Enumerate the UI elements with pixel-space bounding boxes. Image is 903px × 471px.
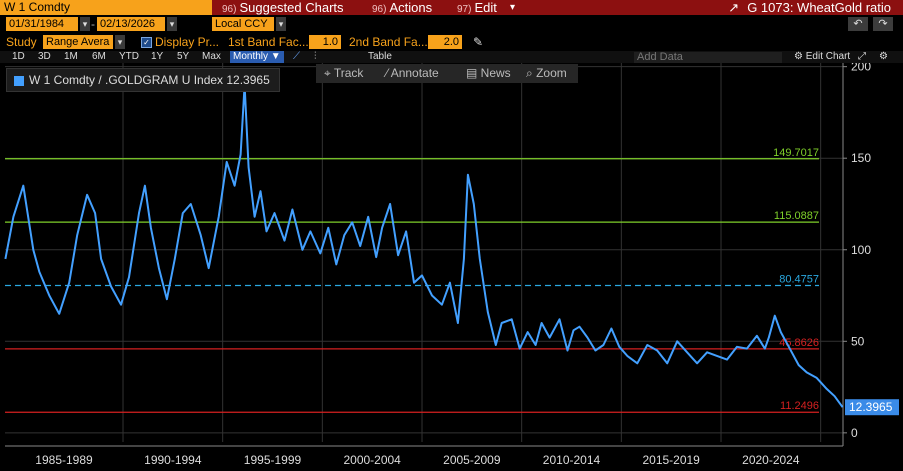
period-max[interactable]: Max: [202, 51, 221, 62]
band1-field[interactable]: 1.0: [309, 35, 341, 49]
settings-gear-icon[interactable]: ⚙: [879, 51, 888, 62]
x-tick-label: 1985-1989: [35, 453, 93, 467]
display-checkbox-icon[interactable]: ✓: [141, 37, 152, 48]
band-label: 115.0887: [774, 210, 819, 222]
end-date-dropdown-icon[interactable]: ▾: [167, 17, 177, 31]
band1-label: 1st Band Fac...: [228, 35, 309, 49]
table-button[interactable]: Table: [368, 51, 392, 62]
menu-number: 96): [372, 4, 387, 15]
export-icon[interactable]: ↗: [728, 0, 740, 15]
last-value-badge: [845, 399, 899, 416]
x-tick-label: 2020-2024: [742, 453, 800, 467]
display-label: Display Pr...: [155, 35, 220, 49]
period-1d[interactable]: 1D: [12, 51, 25, 62]
crosshair-icon: ⌖: [324, 66, 334, 80]
date-range-bar: 01/31/1984 ▾ - 02/13/2026 ▾ Local CCY ▾ …: [0, 17, 903, 32]
bar-chart-icon[interactable]: ⫶: [314, 51, 317, 62]
frequency-dropdown[interactable]: Monthly ▼: [230, 51, 284, 63]
edit-chart-label: Edit Chart: [805, 51, 851, 62]
x-tick-label: 1990-1994: [144, 453, 202, 467]
x-axis: 1985-1989 1990-1994 1995-1999 2000-2004 2005…: [35, 453, 800, 467]
currency-dropdown-icon[interactable]: ▾: [276, 17, 286, 31]
news-button[interactable]: ▤ News: [466, 66, 511, 81]
chart-tools: ⌖ Track ⁄ Annotate ▤ News ⌕ Zoom: [316, 64, 578, 83]
edit-chart-icon: ⚙: [794, 51, 806, 62]
menu-number: 96): [222, 4, 237, 15]
y-tick-label: 50: [851, 334, 865, 348]
study-field[interactable]: Range Avera: [43, 35, 113, 49]
edit-study-icon[interactable]: ✎: [473, 35, 484, 49]
x-tick-label: 2005-2009: [443, 453, 501, 467]
annotate-label: Annotate: [390, 66, 439, 80]
edit-menu[interactable]: 97) Edit: [457, 0, 497, 15]
y-tick-label: 0: [851, 426, 858, 440]
band-label: 80.4757: [779, 274, 819, 286]
period-6m[interactable]: 6M: [92, 51, 106, 62]
period-bar: 1D 3D 1M 6M YTD 1Y 5Y Max Monthly ▼ ⟋ ⫶ …: [0, 51, 903, 63]
end-date-field[interactable]: 02/13/2026: [97, 17, 165, 31]
more-menu-icon[interactable]: ▾: [510, 2, 516, 13]
y-axis: 0 50 100 150 200 12.3965: [843, 63, 899, 440]
zoom-icon: ⌕: [526, 66, 537, 80]
annotate-icon: ⁄: [386, 66, 391, 80]
currency-field[interactable]: Local CCY: [212, 17, 274, 31]
band-label: 11.2496: [780, 400, 819, 412]
band2-field[interactable]: 2.0: [428, 35, 462, 49]
start-date-field[interactable]: 01/31/1984: [6, 17, 78, 31]
menu-label: Actions: [389, 0, 433, 15]
series-group: [4, 84, 844, 408]
start-date-dropdown-icon[interactable]: ▾: [80, 17, 90, 31]
chart-grid: [5, 63, 844, 447]
add-data-input[interactable]: Add Data: [634, 52, 782, 63]
y-tick-label: 100: [851, 243, 871, 257]
period-5y[interactable]: 5Y: [177, 51, 190, 62]
news-label: News: [480, 66, 511, 80]
band2-label: 2nd Band Fa...: [349, 35, 428, 49]
period-ytd[interactable]: YTD: [119, 51, 139, 62]
x-tick-label: 2015-2019: [642, 453, 700, 467]
legend-text: W 1 Comdty / .GOLDGRAM U Index 12.3965: [29, 73, 270, 87]
date-separator: -: [91, 17, 95, 31]
study-bar: Study Range Avera ▾ ✓ Display Pr... 1st …: [0, 35, 903, 50]
x-tick-label: 1995-1999: [244, 453, 302, 467]
line-chart-icon[interactable]: ⟋: [293, 51, 300, 62]
series-line: [4, 84, 844, 408]
news-icon: ▤: [466, 66, 481, 80]
actions-menu[interactable]: 96) Actions: [372, 0, 432, 15]
legend-swatch: [14, 76, 24, 86]
title-bar: W 1 Comdty 96) Suggested Charts 96) Action…: [0, 0, 903, 15]
band-label: 149.7017: [773, 147, 819, 159]
track-button[interactable]: ⌖ Track: [324, 66, 363, 81]
study-dropdown-icon[interactable]: ▾: [115, 35, 125, 49]
y-tick-label: 150: [851, 151, 871, 165]
undo-icon[interactable]: ↶: [848, 17, 868, 31]
menu-label: Suggested Charts: [239, 0, 344, 15]
redo-icon[interactable]: ↷: [873, 17, 893, 31]
period-1m[interactable]: 1M: [64, 51, 78, 62]
suggested-charts-menu[interactable]: 96) Suggested Charts: [222, 0, 344, 15]
track-label: Track: [333, 66, 364, 80]
y-tick-label: 200: [851, 63, 871, 74]
ticker-field[interactable]: W 1 Comdty: [0, 0, 212, 15]
zoom-label: Zoom: [536, 66, 567, 80]
chart-legend[interactable]: W 1 Comdty / .GOLDGRAM U Index 12.3965: [6, 68, 280, 92]
zoom-fit-icon[interactable]: ⤢: [858, 51, 866, 62]
zoom-button[interactable]: ⌕ Zoom: [526, 66, 567, 81]
edit-chart-button[interactable]: ⚙ Edit Chart: [794, 51, 850, 63]
x-tick-label: 2000-2004: [343, 453, 401, 467]
period-1y[interactable]: 1Y: [151, 51, 164, 62]
period-3d[interactable]: 3D: [38, 51, 51, 62]
annotate-button[interactable]: ⁄ Annotate: [386, 66, 439, 81]
x-tick-label: 2010-2014: [543, 453, 601, 467]
menu-number: 97): [457, 4, 472, 15]
last-value-label: 12.3965: [849, 400, 893, 414]
study-label: Study: [6, 35, 37, 49]
chart-title: ↗ G 1073: WheatGold ratio: [728, 0, 891, 15]
chart-title-text: G 1073: WheatGold ratio: [747, 0, 891, 15]
menu-label: Edit: [474, 0, 497, 15]
